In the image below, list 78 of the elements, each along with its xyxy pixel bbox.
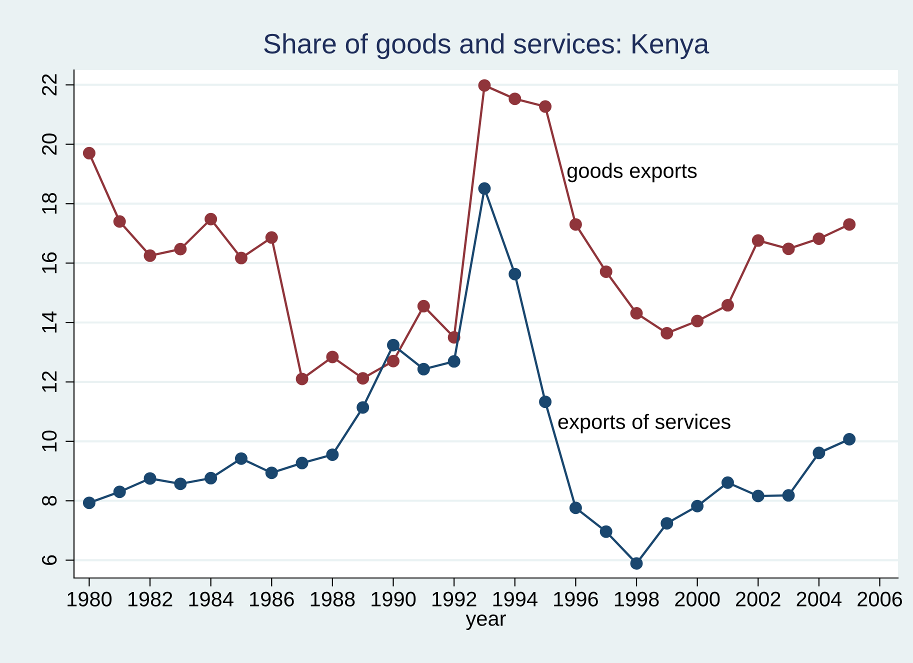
point [144,472,156,485]
point [265,466,278,480]
point [296,456,308,470]
point [174,478,187,490]
point [508,92,522,106]
point [569,502,582,514]
x-tick-label: 1982 [128,592,172,606]
x-tick-label: 2006 [858,592,902,606]
point [843,433,856,446]
x-tick-label: 1996 [554,592,598,606]
point [82,146,96,160]
point [478,182,491,195]
x-tick-label: 2002 [736,592,780,606]
point [812,446,826,460]
point [691,500,704,512]
x-tick-label: 2000 [675,592,720,606]
point [326,448,339,461]
point [660,326,674,340]
point [478,79,491,92]
point [387,354,400,368]
x-tick-label: 1980 [68,592,112,606]
x-tick-label: 1992 [432,592,476,606]
y-tick-label: 22 [42,74,56,96]
point [721,299,734,312]
point [417,362,430,376]
x-axis-title: year [466,614,506,630]
annotation: exports of services [558,414,730,434]
point [204,472,218,484]
point [782,489,795,502]
point [144,249,156,262]
point [691,314,704,328]
point [843,218,856,231]
x-tick-label: 1998 [614,592,659,606]
y-tick-label: 10 [42,430,57,452]
y-tick-label: 18 [42,193,57,214]
y-tick-label: 16 [42,252,57,274]
point [752,234,764,247]
point [234,252,248,264]
y-tick-label: 8 [42,496,57,506]
point [508,268,522,280]
point [812,232,826,245]
point [356,401,370,414]
y-tick-label: 14 [42,312,56,333]
point [630,557,643,570]
point [448,355,460,368]
point [113,215,126,228]
point [752,490,764,502]
point [721,476,734,489]
point [204,212,218,226]
x-tick-label: 2004 [796,592,842,606]
point [234,452,248,465]
point [326,350,339,364]
point [82,496,96,510]
point [296,372,308,386]
point [569,218,582,231]
point [417,300,430,312]
y-tick-label: 6 [42,555,57,565]
x-tick-label: 1988 [310,592,355,606]
point [660,517,674,530]
point [782,242,795,256]
x-tick-label: 1986 [250,592,294,606]
annotation: goods exports [567,162,697,182]
point [539,100,552,113]
y-tick-label: 20 [42,133,57,155]
x-tick-label: 1994 [493,592,538,606]
point [356,372,370,385]
x-tick-label: 1984 [189,592,234,606]
point [174,242,187,256]
point [600,525,612,538]
point [539,396,552,408]
point [265,231,278,244]
chart-title: Share of goods and services: Kenya [264,33,710,60]
y-tick-label: 12 [42,371,56,392]
point [600,265,612,278]
point [387,338,400,352]
x-tick-label: 1990 [372,592,416,606]
point [630,307,643,320]
point [113,486,126,498]
